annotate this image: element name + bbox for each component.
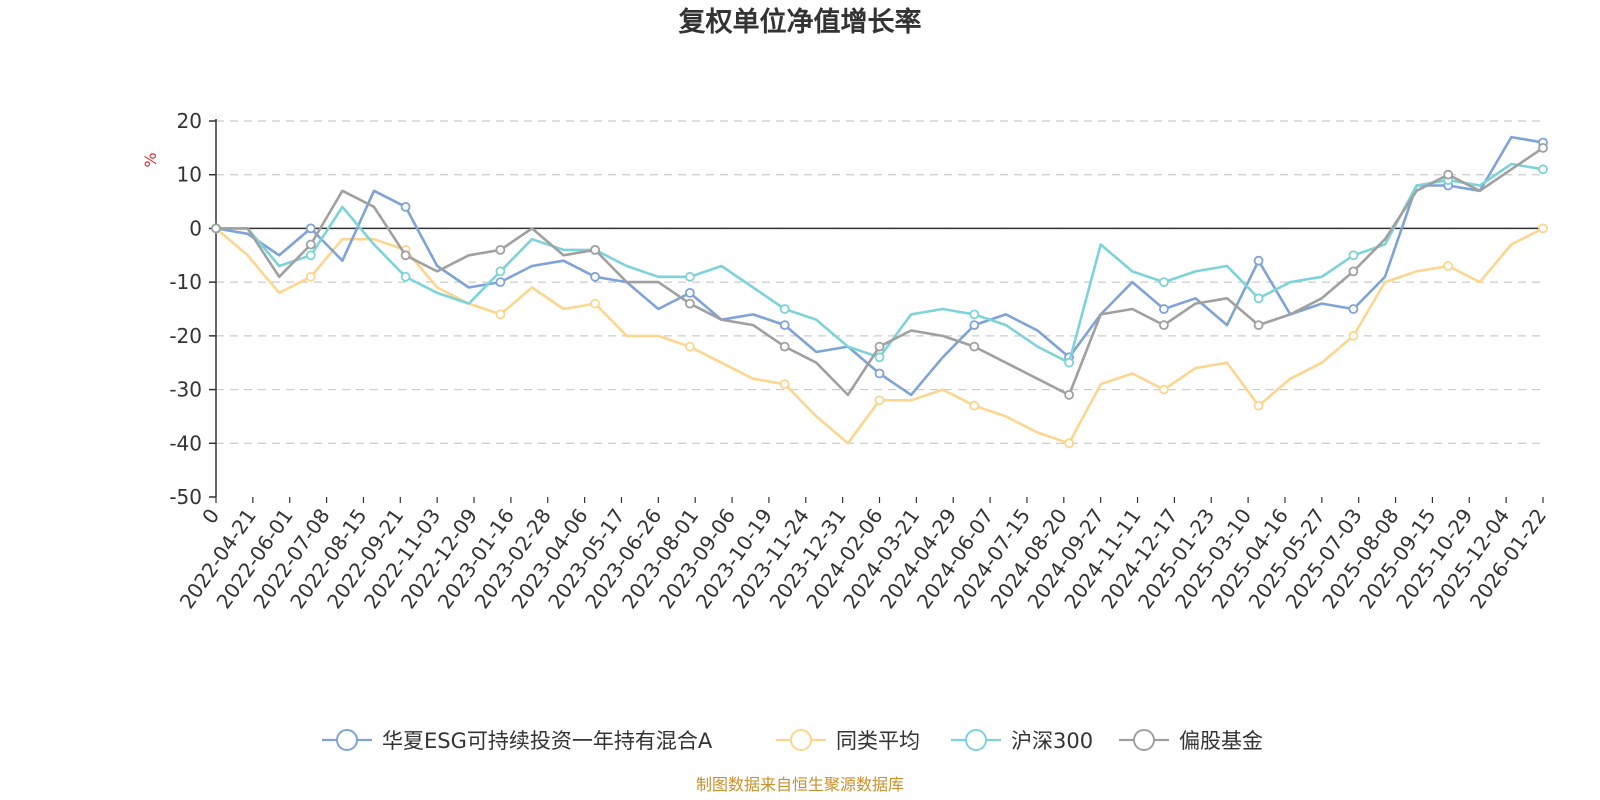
legend[interactable]: 华夏ESG可持续投资一年持有混合A 同类平均 沪深300 偏股基金	[322, 729, 1263, 753]
legend-label: 华夏ESG可持续投资一年持有混合A	[382, 729, 713, 753]
data-point	[1538, 142, 1548, 153]
data-point	[305, 223, 316, 234]
data-point	[1253, 293, 1264, 304]
data-point	[1159, 384, 1169, 395]
legend-marker	[1133, 729, 1155, 751]
data-point	[1348, 266, 1359, 277]
legend-marker	[965, 729, 987, 751]
data-point	[1538, 223, 1548, 234]
data-point	[1348, 304, 1359, 314]
data-point	[779, 320, 790, 331]
chart-title: 复权单位净值增长率	[679, 6, 922, 38]
data-point	[305, 271, 316, 282]
data-point	[969, 309, 980, 320]
data-point	[1443, 261, 1454, 271]
data-point	[1443, 169, 1454, 180]
data-point	[495, 244, 506, 255]
legend-item-1[interactable]: 同类平均	[776, 729, 920, 753]
data-point	[779, 379, 790, 390]
data-point	[590, 271, 600, 282]
data-point	[969, 320, 980, 331]
data-point	[1538, 164, 1548, 175]
data-point	[305, 250, 316, 261]
legend-label: 沪深300	[1011, 729, 1093, 753]
series-1	[211, 223, 1548, 449]
y-axis-unit-label: %	[141, 152, 160, 167]
data-point	[495, 277, 506, 288]
data-point	[1064, 438, 1074, 449]
series-lines	[211, 135, 1548, 449]
data-point	[495, 309, 506, 320]
legend-item-2[interactable]: 沪深300	[951, 729, 1093, 753]
y-tick-label: -10	[169, 270, 202, 294]
legend-marker	[336, 729, 358, 751]
y-tick-label: -30	[169, 378, 202, 402]
data-point	[495, 266, 506, 277]
legend-marker	[790, 729, 812, 751]
data-point	[1348, 250, 1359, 261]
legend-label: 同类平均	[836, 729, 920, 753]
data-point	[1159, 277, 1169, 288]
legend-item-0[interactable]: 华夏ESG可持续投资一年持有混合A	[322, 729, 713, 753]
data-point	[779, 341, 790, 352]
data-point	[1253, 255, 1264, 266]
data-point	[685, 298, 695, 309]
data-point	[305, 239, 316, 250]
data-point	[400, 271, 411, 282]
data-source-note: 制图数据来自恒生聚源数据库	[696, 775, 904, 794]
data-point	[1064, 389, 1074, 400]
data-point	[1159, 320, 1169, 331]
data-point	[400, 201, 411, 212]
data-point	[969, 400, 980, 411]
data-point	[874, 368, 885, 379]
legend-label: 偏股基金	[1179, 729, 1263, 753]
data-point	[590, 298, 600, 309]
data-point	[1253, 400, 1264, 411]
series-line	[214, 162, 1545, 365]
data-point	[400, 250, 411, 261]
data-point	[874, 395, 885, 406]
data-point	[685, 271, 695, 282]
data-point	[685, 287, 695, 298]
y-tick-label: 0	[189, 216, 202, 240]
data-point	[779, 304, 790, 314]
legend-item-3[interactable]: 偏股基金	[1119, 729, 1263, 753]
y-tick-label: -20	[169, 324, 202, 348]
data-point	[211, 223, 221, 234]
y-tick-label: -50	[169, 485, 202, 509]
data-point	[1348, 330, 1359, 341]
data-point	[1253, 320, 1264, 331]
series-3	[211, 142, 1548, 400]
y-tick-label: 10	[177, 163, 202, 187]
data-point	[685, 341, 695, 352]
y-tick-label: 20	[177, 109, 202, 133]
y-tick-label: -40	[169, 431, 202, 455]
x-tick-label: 0	[197, 504, 224, 528]
data-point	[874, 352, 885, 363]
axes: 20100-10-20-30-40-5002022-04-212022-06-0…	[169, 109, 1551, 613]
data-point	[590, 244, 600, 255]
data-point	[874, 341, 885, 352]
data-point	[1064, 357, 1074, 368]
data-point	[969, 341, 980, 352]
data-point	[1159, 304, 1169, 314]
